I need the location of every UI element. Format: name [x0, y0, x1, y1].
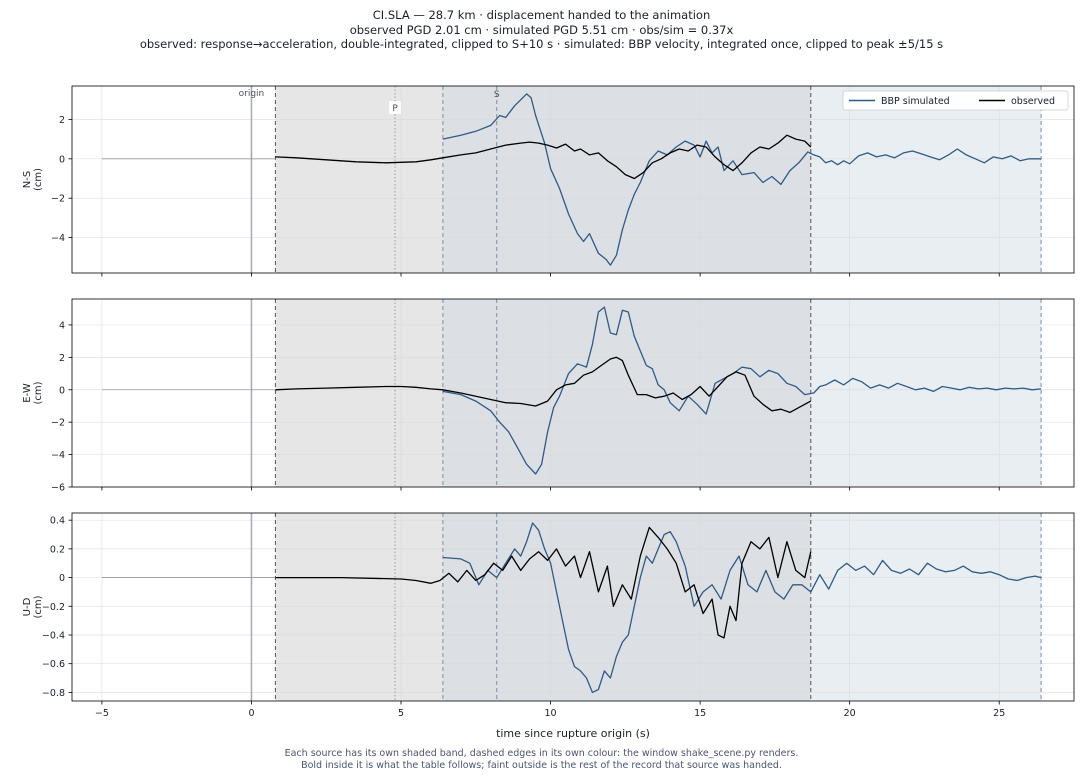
y-tick-label: −4: [51, 233, 65, 244]
x-tick-label: 5: [398, 708, 404, 719]
x-tick-label: 25: [993, 708, 1005, 719]
plot-frame: [71, 85, 1075, 274]
y-tick-label: −0.8: [42, 688, 65, 699]
y-tick-label: −0.4: [42, 630, 65, 641]
title-line-2: observed PGD 2.01 cm · simulated PGD 5.5…: [349, 22, 734, 37]
y-axis-label: N-S(cm): [22, 168, 44, 191]
observed-window-band: [275, 513, 443, 701]
y-tick-label: −6: [51, 483, 65, 494]
grid: [72, 299, 1074, 488]
x-tick-label: 10: [545, 708, 557, 719]
plot-frame: [71, 512, 1075, 702]
y-tick-label: 4: [59, 320, 65, 331]
origin-marker-label: origin: [239, 89, 265, 99]
grid: [72, 86, 1074, 273]
plot-frame: [71, 298, 1075, 488]
y-tick-label: −0.6: [42, 659, 65, 670]
chart-title: CI.SLA — 28.7 km · displacement handed t…: [0, 8, 1083, 52]
legend: BBP simulated observed: [842, 90, 1069, 111]
observed-window-band: [275, 299, 443, 487]
y-tick-label: 0.4: [50, 516, 65, 527]
y-tick-label: 0: [59, 573, 65, 584]
y-tick-label: 2: [59, 353, 65, 364]
legend-label: BBP simulated: [881, 96, 950, 107]
footer-line-2: Bold inside it is what the table follows…: [301, 760, 782, 771]
y-tick-label: −4: [51, 450, 65, 461]
y-axis-label: E-W(cm): [22, 381, 44, 404]
p-marker-label: P: [392, 104, 398, 114]
simulated-window-band: [810, 86, 1042, 273]
y-tick-label: −2: [51, 194, 65, 205]
y-axis-label: U-D(cm): [22, 595, 44, 618]
y-tick-label: 0.2: [50, 544, 65, 555]
panel-2: −6 −4 −2 0 2 4 E-W(cm): [22, 298, 1075, 494]
simulated-series-line: [442, 93, 1042, 266]
observed-series-line: [275, 526, 812, 639]
simulated-window-band: [810, 299, 1042, 487]
overlap-window-band: [442, 299, 811, 487]
x-axis-label: time since rupture origin (s): [496, 727, 650, 740]
y-tick-label: 0: [59, 385, 65, 396]
title-line-3: observed: response→acceleration, double-…: [139, 37, 944, 51]
title-line-1: CI.SLA — 28.7 km · displacement handed t…: [372, 8, 711, 22]
y-tick-label: −0.2: [42, 602, 65, 613]
y-tick-label: 2: [59, 115, 65, 126]
observed-series-line: [275, 356, 812, 414]
simulated-window-band: [810, 513, 1042, 701]
chart-footer: Each source has its own shaded band, das…: [0, 748, 1083, 772]
observed-series-line: [275, 134, 812, 180]
panel-1: −4 −2 0 2 N-S(cm) origin P S BBP simulated observ…: [22, 85, 1075, 277]
overlap-window-band: [442, 513, 811, 701]
legend-label: observed: [1011, 96, 1055, 107]
overlap-window-band: [442, 86, 811, 273]
legend-box: [842, 90, 1069, 111]
x-tick-label: 20: [844, 708, 856, 719]
x-tick-label: −5: [95, 708, 109, 719]
footer-line-1: Each source has its own shaded band, das…: [284, 748, 799, 759]
simulated-series-line: [442, 522, 1042, 694]
observed-window-band: [275, 86, 443, 273]
p-label-bg: [389, 101, 402, 114]
y-tick-label: 0: [59, 154, 65, 165]
y-tick-label: −2: [51, 418, 65, 429]
x-tick-label: 0: [248, 708, 254, 719]
panel-3: −0.8 −0.6 −0.4 −0.2 0 0.2 0.4 −5 0 5 10 15 20 25 U-D(c…: [22, 512, 1075, 719]
s-marker-label: S: [494, 90, 500, 100]
x-tick-label: 15: [694, 708, 706, 719]
